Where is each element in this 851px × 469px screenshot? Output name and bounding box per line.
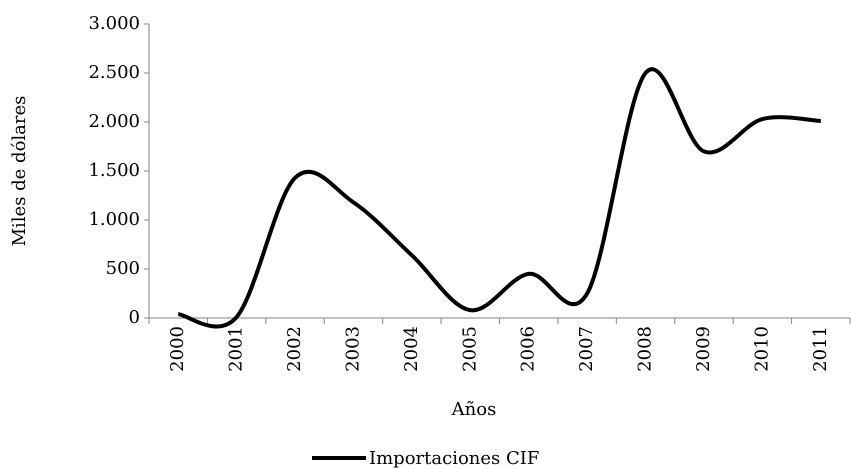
- x-tick-label: 2008: [635, 326, 656, 372]
- y-tick-label: 1.500: [88, 160, 140, 181]
- x-tick-label: 2002: [284, 326, 305, 372]
- x-tick-label: 2001: [226, 326, 247, 372]
- x-axis-label: Años: [451, 399, 497, 420]
- y-tick-label: 500: [106, 258, 140, 279]
- x-tick-label: 2000: [167, 326, 188, 372]
- x-tick-label: 2009: [693, 326, 714, 372]
- x-tick-label: 2003: [342, 326, 363, 372]
- y-tick-label: 1.000: [88, 209, 140, 230]
- legend-label: Importaciones CIF: [369, 448, 539, 469]
- series-line: [177, 67, 821, 329]
- x-tick-label: 2010: [751, 326, 772, 372]
- y-axis-label: Miles de dólares: [9, 96, 30, 247]
- y-tick-label: 0: [129, 307, 140, 328]
- x-tick-label: 2006: [518, 326, 539, 372]
- x-tick-label: 2007: [576, 326, 597, 372]
- y-tick-label: 2.000: [88, 111, 140, 132]
- y-tick-label: 3.000: [88, 13, 140, 34]
- x-tick-label: 2011: [810, 326, 831, 372]
- x-tick-label: 2004: [401, 326, 422, 372]
- x-tick-label: 2005: [459, 326, 480, 372]
- y-tick-label: 2.500: [88, 62, 140, 83]
